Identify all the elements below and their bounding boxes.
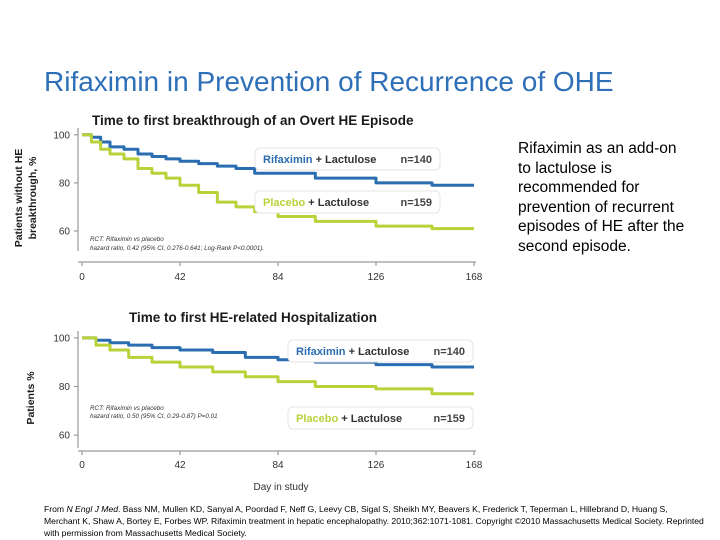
legend-placebo-label: Placebo + Lactulose <box>263 197 369 209</box>
x-tick-label: 168 <box>466 272 483 283</box>
citation-prefix: From <box>44 504 67 514</box>
citation-rest: . Bass NM, Mullen KD, Sanyal A, Poordad … <box>44 504 704 539</box>
chart-title: Time to first breakthrough of an Overt H… <box>92 113 414 128</box>
y-axis-label: Patients without HE <box>13 149 25 248</box>
rct-annotation: RCT: Rifaximin vs placebo <box>90 405 164 412</box>
y-tick-label: 80 <box>59 178 71 189</box>
rct-hazard-ratio: hazard ratio, 0.50 (95% CI, 0.29-0.87) P… <box>90 413 218 420</box>
legend-placebo-n: n=159 <box>434 413 466 425</box>
x-tick-label: 0 <box>79 460 85 471</box>
y-tick-label: 60 <box>59 226 71 237</box>
side-text: Rifaximin as an add-on to lactulose is r… <box>518 140 685 255</box>
x-tick-label: 168 <box>466 460 483 471</box>
legend-rifaximin-drug: Rifaximin <box>263 154 313 166</box>
x-tick-label: 126 <box>368 272 385 283</box>
legend-placebo-drug: Placebo <box>263 197 305 209</box>
legend-placebo-combo: + Lactulose <box>305 197 369 209</box>
legend-placebo-n: n=159 <box>401 197 433 209</box>
placebo-line <box>82 336 474 396</box>
placebo-line <box>82 133 474 231</box>
citation: From N Engl J Med. Bass NM, Mullen KD, S… <box>44 503 704 540</box>
x-tick-label: 0 <box>79 272 85 283</box>
rifaximin-line <box>82 336 474 369</box>
chart-2: Time to first HE-related Hospitalization… <box>25 310 483 493</box>
legend-rifaximin-combo: + Lactulose <box>346 346 410 358</box>
x-tick-label: 42 <box>174 272 186 283</box>
rct-annotation: RCT: Rifaximin vs placebo <box>90 236 164 243</box>
legend-placebo-label: Placebo + Lactulose <box>296 413 402 425</box>
x-axis-label: Day in study <box>253 482 308 493</box>
legend-placebo-drug: Placebo <box>296 413 338 425</box>
y-tick-label: 60 <box>59 431 71 442</box>
y-tick-label: 80 <box>59 382 71 393</box>
legend-placebo-box <box>287 406 474 430</box>
slide-title: Rifaximin in Prevention of Recurrence of… <box>44 66 614 97</box>
legend-rifaximin-label: Rifaximin + Lactulose <box>296 346 409 358</box>
legend-placebo-box <box>254 190 441 214</box>
legend-rifaximin-combo: + Lactulose <box>313 154 377 166</box>
chart-1: Time to first breakthrough of an Overt H… <box>13 113 483 283</box>
y-axis-label-2: breakthrough, % <box>27 156 39 240</box>
legend-rifaximin-n: n=140 <box>434 346 466 358</box>
legend-placebo-combo: + Lactulose <box>338 413 402 425</box>
chart-title: Time to first HE-related Hospitalization <box>129 310 377 325</box>
rct-hazard-ratio: hazard ratio, 0.42 (95% CI, 0.276-0.641;… <box>90 245 264 252</box>
legend-rifaximin-box <box>254 147 441 171</box>
citation-journal: N Engl J Med <box>66 504 119 514</box>
x-tick-label: 42 <box>174 460 186 471</box>
rifaximin-line <box>82 133 474 187</box>
y-tick-label: 100 <box>53 130 70 141</box>
x-tick-label: 84 <box>272 272 284 283</box>
x-tick-label: 84 <box>272 460 284 471</box>
y-tick-label: 100 <box>53 333 70 344</box>
legend-rifaximin-drug: Rifaximin <box>296 346 346 358</box>
legend-rifaximin-n: n=140 <box>401 154 433 166</box>
legend-rifaximin-label: Rifaximin + Lactulose <box>263 154 376 166</box>
x-tick-label: 126 <box>368 460 385 471</box>
legend-rifaximin-box <box>287 339 474 363</box>
y-axis-label: Patients % <box>25 371 37 425</box>
